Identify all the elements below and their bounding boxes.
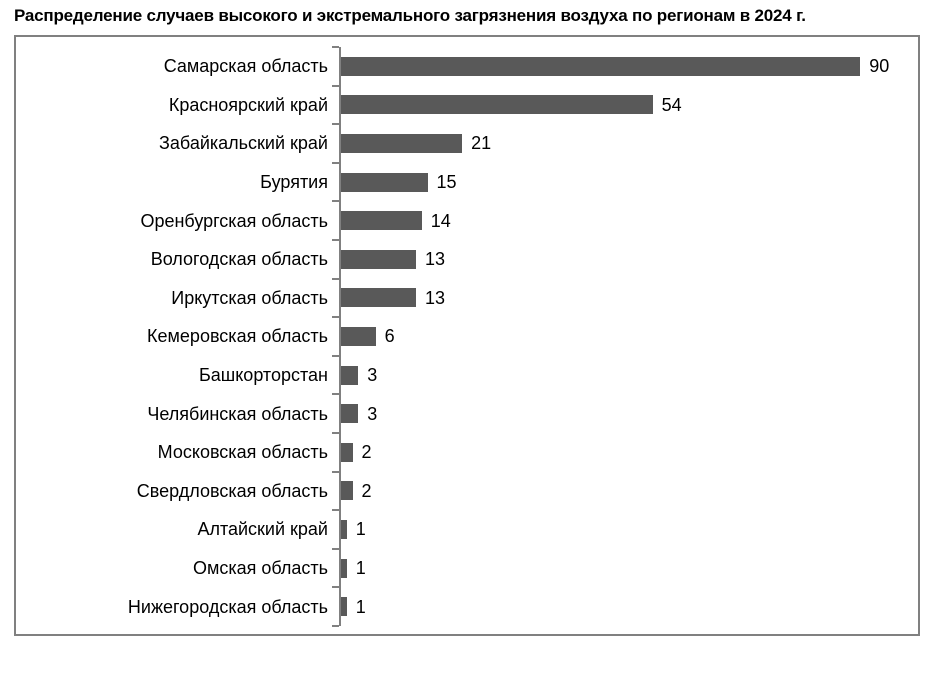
plot-area: 21: [332, 123, 918, 163]
category-label: Вологодская область: [150, 249, 328, 270]
bar: [341, 597, 347, 617]
value-label: 6: [384, 326, 395, 347]
bar: [341, 365, 359, 385]
plot-area: 1: [332, 547, 918, 588]
category-label: Нижегородская область: [127, 596, 328, 617]
value-label: 14: [430, 210, 451, 231]
value-label: 2: [361, 442, 372, 463]
value-label: 2: [361, 480, 372, 501]
category-label: Бурятия: [260, 172, 328, 193]
bar-row: Нижегородская область 1: [16, 586, 918, 627]
category-label: Иркутская область: [171, 287, 328, 308]
axis-tick: [332, 547, 339, 550]
axis-tick: [332, 393, 339, 396]
bar-row: Оренбургская область 14: [16, 200, 918, 240]
plot-area: 1: [332, 586, 918, 627]
axis-tick: [332, 123, 339, 126]
bar-chart-plot-area: Самарская область 90 Красноярский край 54 За…: [16, 46, 918, 627]
value-label: 1: [355, 596, 366, 617]
bar-row: Челябинская область 3: [16, 393, 918, 433]
axis-tick: [332, 586, 339, 589]
value-label: 3: [367, 365, 378, 386]
value-label: 1: [355, 519, 366, 540]
axis-tick: [332, 238, 339, 241]
value-label: 54: [661, 94, 682, 115]
category-label: Московская область: [157, 442, 328, 463]
plot-area: 3: [332, 393, 918, 433]
axis-tick: [332, 277, 339, 280]
bar: [341, 211, 422, 231]
plot-area: 13: [332, 277, 918, 318]
bar-row: Кемеровская область 6: [16, 316, 918, 356]
bar: [341, 172, 428, 192]
bar: [341, 326, 376, 346]
axis-tick: [332, 509, 339, 512]
bar: [341, 558, 347, 578]
bar: [341, 481, 353, 501]
bar: [341, 442, 353, 462]
axis-tick: [332, 161, 339, 164]
chart-frame: Самарская область 90 Красноярский край 54 За…: [14, 35, 920, 636]
bar-row: Башкорторстан 3: [16, 354, 918, 395]
value-label: 13: [425, 249, 446, 270]
category-label: Челябинская область: [147, 403, 328, 424]
bar-row: Бурятия 15: [16, 161, 918, 202]
chart-title: Распределение случаев высокого и экстрем…: [14, 6, 806, 25]
axis-tick: [332, 316, 339, 319]
plot-area: 14: [332, 200, 918, 240]
value-label: 15: [436, 172, 457, 193]
axis-tick: [332, 84, 339, 87]
bar: [341, 519, 347, 539]
value-label: 13: [425, 287, 446, 308]
axis-tick: [332, 470, 339, 473]
bar-row: Омская область 1: [16, 547, 918, 588]
plot-area: 2: [332, 431, 918, 472]
axis-tick: [332, 431, 339, 434]
axis-tick: [332, 200, 339, 203]
category-label: Самарская область: [163, 56, 328, 77]
bar-row: Забайкальский край 21: [16, 123, 918, 163]
plot-area: 13: [332, 238, 918, 279]
bar-row: Иркутская область 13: [16, 277, 918, 318]
plot-area: 6: [332, 316, 918, 356]
value-label: 90: [869, 56, 890, 77]
bar: [341, 133, 463, 153]
bar: [341, 404, 359, 424]
bar-row: Вологодская область 13: [16, 238, 918, 279]
category-label: Оренбургская область: [140, 210, 328, 231]
bar-row: Свердловская область 2: [16, 470, 918, 511]
bar: [341, 56, 861, 76]
plot-area: 1: [332, 509, 918, 549]
value-label: 3: [367, 403, 378, 424]
bar-row: Красноярский край 54: [16, 84, 918, 125]
bar: [341, 95, 653, 115]
value-label: 21: [471, 133, 492, 154]
category-label: Алтайский край: [197, 519, 328, 540]
axis-tick: [332, 46, 339, 48]
value-label: 1: [355, 558, 366, 579]
bar-row: Алтайский край 1: [16, 509, 918, 549]
plot-area: 54: [332, 84, 918, 125]
plot-area: 2: [332, 470, 918, 511]
category-label: Башкорторстан: [198, 365, 328, 386]
category-label: Омская область: [192, 558, 328, 579]
category-label: Свердловская область: [136, 480, 328, 501]
category-label: Забайкальский край: [159, 133, 328, 154]
plot-area: 15: [332, 161, 918, 202]
bar-row: Самарская область 90: [16, 46, 918, 86]
bar: [341, 249, 416, 269]
bar-row: Московская область 2: [16, 431, 918, 472]
plot-area: 3: [332, 354, 918, 395]
plot-area: 90: [332, 46, 918, 86]
axis-tick: [332, 354, 339, 357]
category-label: Кемеровская область: [147, 326, 328, 347]
bar: [341, 288, 416, 308]
category-label: Красноярский край: [168, 94, 328, 115]
